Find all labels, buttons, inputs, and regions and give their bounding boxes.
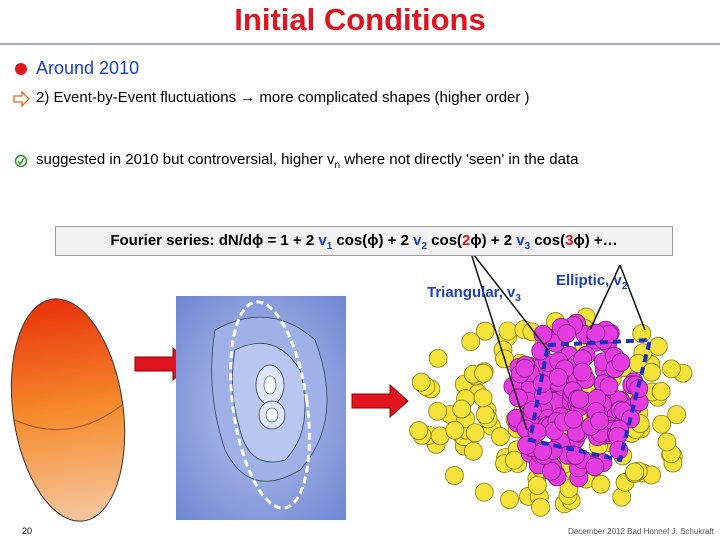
formula-text: ϕ) + 2 (470, 232, 517, 249)
nucleon (548, 367, 568, 387)
bullet-dot (15, 63, 27, 75)
slide-title: Initial Conditions (234, 2, 486, 37)
bullet: Around 2010 (36, 58, 139, 79)
nucleon (564, 409, 583, 429)
subscript: 3 (515, 293, 521, 304)
bullet-text: 2) Event-by-Event fluctuations → more co… (36, 89, 530, 106)
nucleon (428, 348, 448, 368)
nucleon (590, 411, 609, 431)
nucleon (428, 401, 448, 421)
bullet: 2) Event-by-Event fluctuations → more co… (36, 89, 530, 106)
nucleon (648, 337, 668, 356)
label-text: Triangular, v (427, 284, 516, 301)
formula-text: Fourier series: dN/dϕ = 1 + 2 (110, 232, 319, 249)
pointer-lines (469, 249, 646, 431)
nucleon (500, 490, 519, 509)
nucleon (515, 358, 535, 378)
nucleon (445, 420, 465, 440)
subscript: 2 (421, 241, 428, 252)
nucleon (474, 363, 493, 383)
formula-text: cos( (530, 232, 566, 249)
nucleon (498, 321, 518, 341)
formula-text: 2 (462, 232, 471, 249)
nucleon (611, 352, 631, 372)
triangular-outline (527, 337, 653, 463)
nucleon (652, 414, 672, 434)
bullet-text: Around 2010 (36, 58, 140, 78)
nucleon (411, 372, 431, 392)
nucleon (473, 388, 493, 408)
contour-plot (176, 296, 346, 520)
nucleon (533, 441, 553, 461)
formula-text: cos( (427, 232, 463, 249)
formula-text: ϕ) +… (573, 232, 618, 249)
nucleon (475, 405, 495, 425)
nucleon (625, 462, 645, 482)
nucleon (572, 362, 592, 382)
nucleon (409, 421, 429, 440)
nucleon (667, 405, 686, 425)
nucleon (465, 423, 485, 443)
nucleon (509, 388, 528, 408)
nucleon (657, 432, 677, 452)
nucleon (474, 482, 494, 502)
nucleon (531, 497, 551, 517)
nucleon (445, 466, 464, 485)
almond-shape (10, 298, 126, 522)
nucleon (504, 450, 524, 470)
subscript: n (334, 160, 341, 171)
nucleon (586, 323, 606, 343)
nucleon (463, 441, 483, 461)
arrow (351, 383, 409, 419)
nucleon (490, 427, 510, 446)
subscript: 3 (524, 241, 531, 252)
formula-box: Fourier series: dN/dϕ = 1 + 2 v1 cos(ϕ) … (55, 226, 673, 256)
nucleon (557, 324, 576, 344)
label: Triangular, v3 (427, 284, 521, 304)
bullet-check (14, 154, 28, 168)
formula-text: v (516, 232, 525, 249)
bullet-text: where not directly 'seen' in the data (340, 151, 579, 168)
bullet-text: suggested in 2010 but controversial, hig… (36, 151, 335, 168)
nucleon (452, 399, 472, 419)
formula-text: 3 (565, 232, 574, 249)
page-number: 20 (22, 526, 33, 536)
nucleon (461, 332, 481, 352)
subscript: 2 (621, 281, 628, 292)
nucleon (632, 324, 652, 343)
nucleon-scatter (409, 307, 693, 517)
nucleon (599, 376, 619, 396)
subscript: 1 (326, 241, 333, 252)
formula-text: cos(ϕ) + 2 (332, 232, 414, 249)
nucleon (585, 457, 605, 477)
bullet-check-mark (17, 157, 25, 166)
label: Elliptic, v2 (556, 272, 627, 292)
bullet-arrow (13, 90, 30, 108)
nucleon (527, 476, 547, 495)
formula-text: v (318, 232, 327, 249)
bullet: suggested in 2010 but controversial, hig… (36, 151, 578, 171)
nucleon (542, 461, 561, 481)
nucleon (591, 474, 611, 494)
formula-text: v (413, 232, 422, 249)
nucleon (475, 321, 495, 341)
footer-credit: December 2012 Bad Honnef J. Schukraft (568, 527, 714, 536)
nucleon (651, 381, 671, 401)
nucleon (570, 389, 590, 409)
nucleon (642, 362, 662, 382)
label-text: Elliptic, v (556, 272, 622, 289)
nucleon (661, 359, 681, 379)
